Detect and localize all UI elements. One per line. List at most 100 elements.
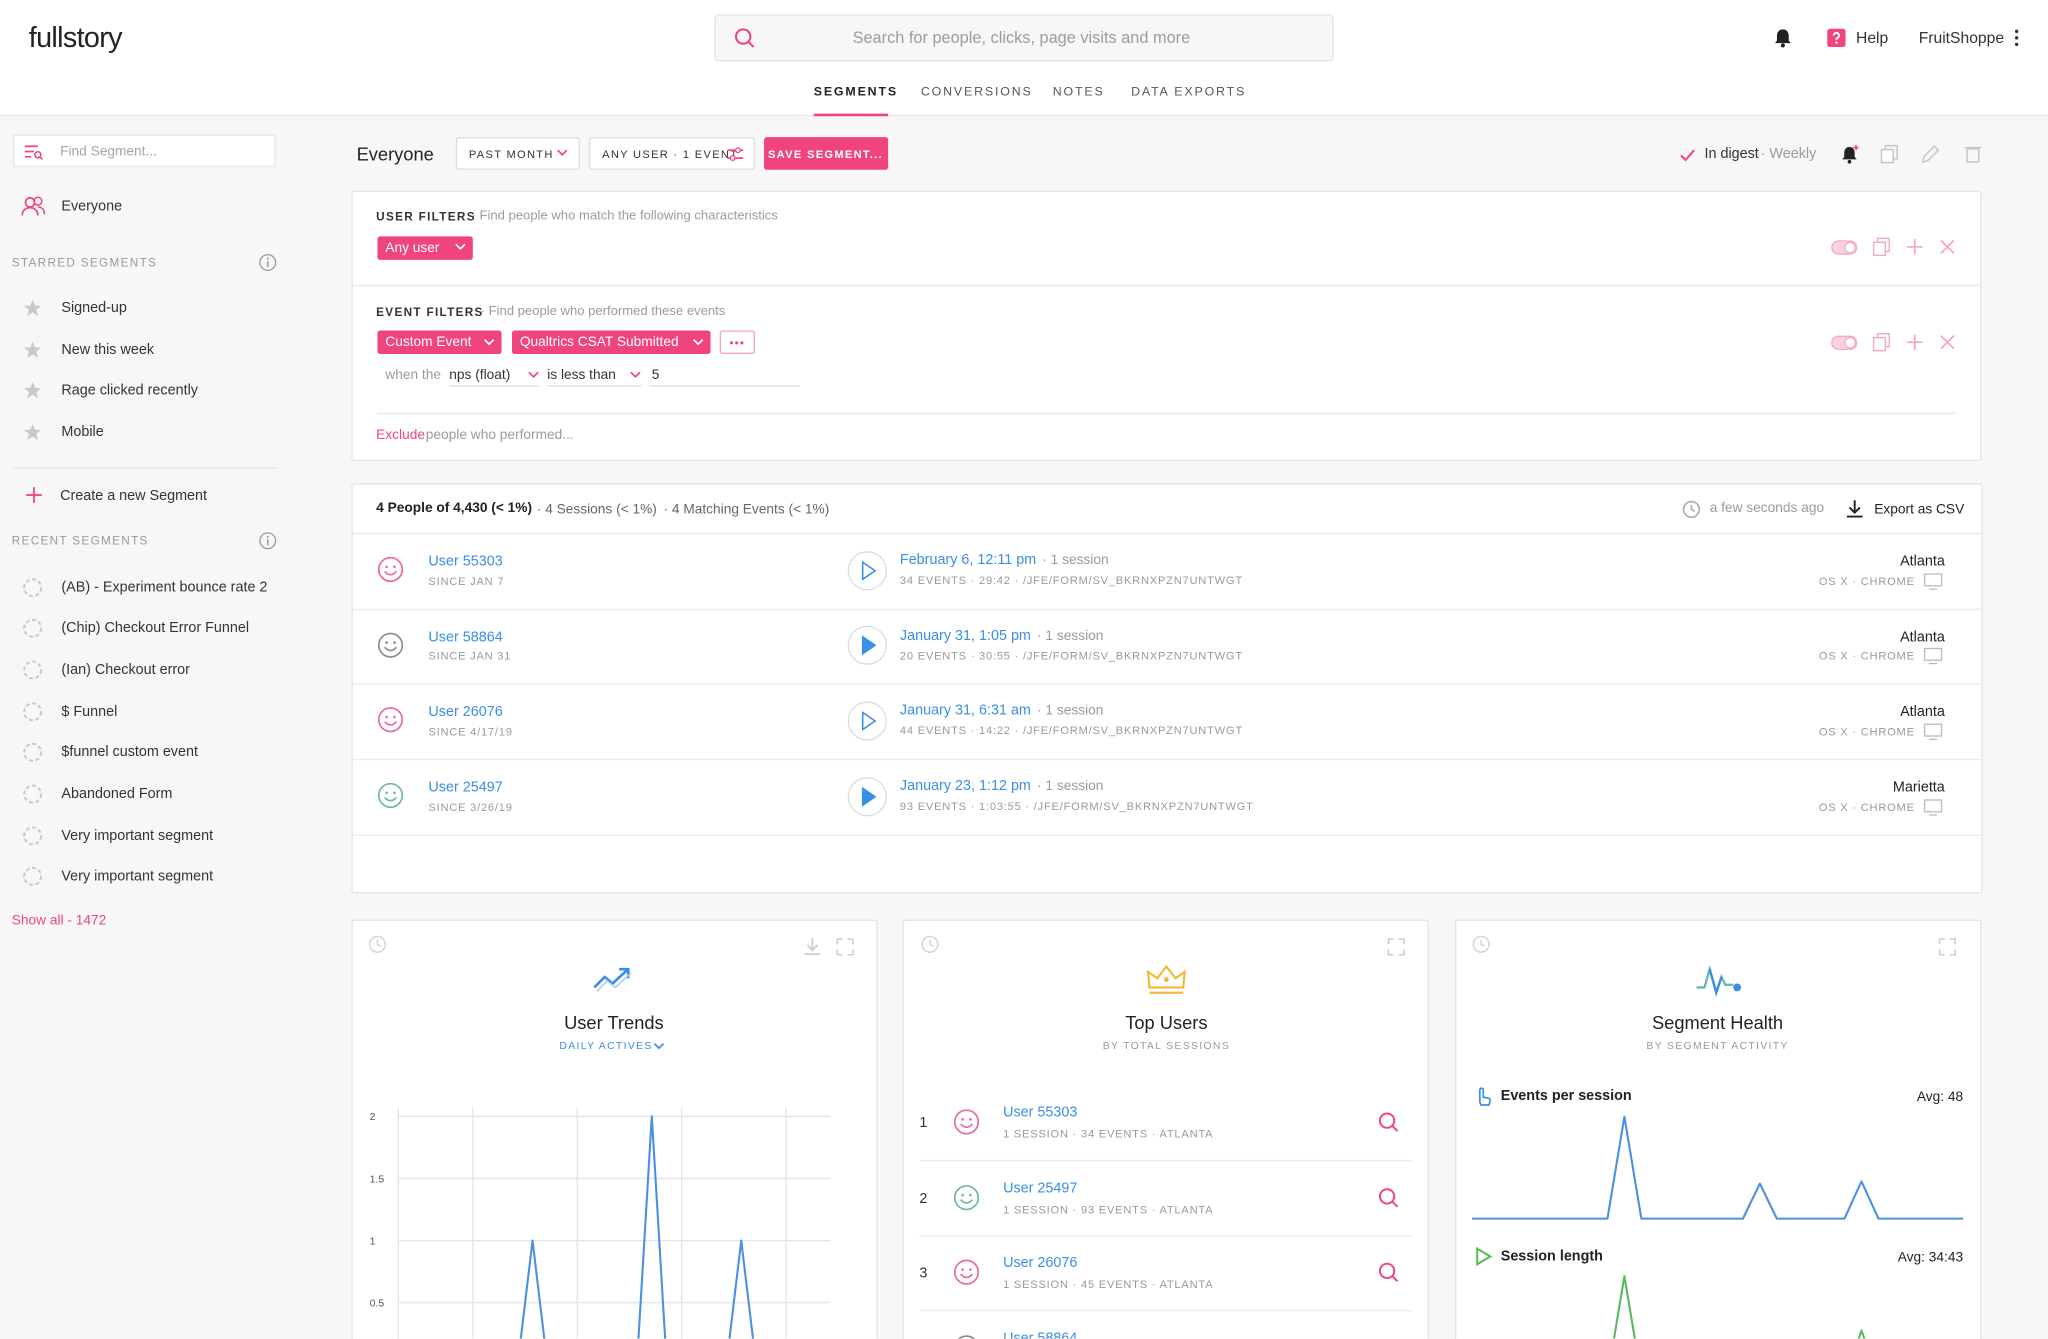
subscribe-icon-part[interactable] (1842, 146, 1857, 160)
widget-clock[interactable] (921, 935, 939, 953)
widget-clock-part[interactable] (1480, 939, 1485, 947)
widget-expand[interactable] (1938, 938, 1957, 956)
condition-value[interactable]: 5 (651, 367, 660, 383)
starred-segment[interactable]: Signed-up (61, 300, 127, 317)
find-segment-input[interactable] (13, 134, 276, 168)
duplicate-icon-part[interactable] (1880, 148, 1894, 164)
search-user[interactable] (1378, 1112, 1399, 1133)
star-icon[interactable] (24, 299, 42, 317)
widget-expand[interactable] (1387, 938, 1405, 956)
widget-expand-part[interactable] (1938, 938, 1945, 945)
starred-segment[interactable]: New this week (61, 341, 155, 358)
play-session-part[interactable] (861, 635, 877, 656)
digest-label[interactable]: In digest (1704, 146, 1759, 162)
notifications-icon[interactable] (1772, 27, 1793, 48)
starred-segment[interactable]: Mobile (61, 424, 104, 441)
widget-clock[interactable] (368, 935, 387, 953)
play-session-part[interactable] (861, 710, 877, 731)
widget-clock[interactable] (1472, 935, 1490, 953)
widget-clock-part[interactable] (921, 935, 939, 953)
play-session-part[interactable] (847, 701, 887, 741)
notifications-icon-part[interactable] (1775, 29, 1791, 44)
recent-segment[interactable]: (Chip) Checkout Error Funnel (61, 620, 250, 637)
star-icon-part[interactable] (24, 382, 42, 399)
remove-filter-part[interactable] (1940, 239, 1955, 255)
create-segment-link[interactable]: Create a new Segment (60, 488, 208, 505)
everyone-icon-part[interactable] (37, 205, 45, 214)
widget-subtitle[interactable]: DAILY ACTIVES (559, 1039, 653, 1052)
account-name[interactable]: FruitShoppe (1918, 28, 2005, 48)
search-user-part[interactable] (1391, 1275, 1399, 1283)
duplicate-filter-part[interactable] (1872, 241, 1886, 257)
enable-toggle[interactable] (1831, 335, 1858, 350)
enable-toggle[interactable] (1831, 239, 1858, 255)
help-icon[interactable] (1826, 27, 1847, 48)
widget-expand-part[interactable] (1398, 949, 1405, 956)
search-user-part[interactable] (1378, 1187, 1396, 1205)
widget-clock-part[interactable] (368, 935, 387, 953)
play-session[interactable] (847, 701, 887, 741)
event-filter-chip-label[interactable]: Qualtrics CSAT Submitted (519, 334, 679, 351)
subscribe-icon[interactable] (1840, 144, 1859, 164)
session-date[interactable]: January 23, 1:12 pm (899, 778, 1031, 795)
subscribe-icon-part[interactable] (1847, 159, 1852, 164)
star-icon[interactable] (24, 423, 42, 441)
export-icon-part[interactable] (1848, 506, 1861, 515)
help-link[interactable]: Help (1855, 28, 1889, 48)
save-segment-button[interactable] (764, 137, 889, 170)
enable-toggle-part[interactable] (1844, 240, 1856, 253)
duplicate-filter[interactable] (1872, 332, 1890, 352)
info-icon-part[interactable] (259, 254, 277, 272)
user-link[interactable]: User 55303 (428, 553, 503, 570)
star-icon-part[interactable] (24, 299, 42, 317)
edit-icon[interactable] (1921, 145, 1940, 163)
play-session[interactable] (847, 625, 887, 666)
recent-segment[interactable]: $funnel custom event (61, 744, 198, 761)
recent-segment[interactable]: Very important segment (61, 827, 214, 844)
widget-expand-part[interactable] (1950, 949, 1957, 956)
remove-filter-part[interactable] (1940, 335, 1955, 350)
operator-value[interactable]: is less than (547, 367, 616, 383)
duplicate-filter[interactable] (1872, 237, 1890, 257)
remove-filter[interactable] (1940, 334, 1956, 350)
widget-expand-part[interactable] (1950, 938, 1957, 945)
nav-tab[interactable]: SEGMENTS (813, 84, 898, 100)
recent-segment[interactable]: $ Funnel (61, 703, 118, 720)
caret[interactable] (652, 1042, 664, 1050)
export-link[interactable]: Export as CSV (1874, 501, 1965, 518)
info-icon[interactable] (259, 532, 277, 550)
widget-expand[interactable] (836, 938, 854, 956)
recent-segment[interactable]: Abandoned Form (61, 786, 173, 802)
property-select[interactable] (449, 364, 540, 387)
user-filter-chip[interactable] (377, 236, 473, 260)
widget-expand-part[interactable] (836, 949, 843, 956)
play-session-part[interactable] (861, 786, 877, 807)
info-icon[interactable] (259, 253, 277, 272)
star-icon[interactable] (24, 340, 42, 358)
caret-part[interactable] (653, 1042, 664, 1050)
everyone-icon-part[interactable] (32, 195, 42, 206)
everyone-icon-part[interactable] (23, 196, 35, 208)
session-date[interactable]: January 31, 6:31 am (899, 703, 1031, 719)
add-filter[interactable] (1906, 239, 1923, 255)
everyone-icon[interactable] (20, 194, 45, 216)
widget-expand-part[interactable] (1387, 938, 1394, 945)
export-icon[interactable] (1846, 500, 1863, 518)
search-user[interactable] (1378, 1262, 1399, 1283)
search-user-part[interactable] (1378, 1112, 1396, 1129)
search-user[interactable] (1378, 1187, 1399, 1208)
user-link[interactable]: User 58864 (428, 629, 503, 645)
account-menu[interactable] (2011, 29, 2021, 47)
search-box[interactable] (714, 14, 1334, 62)
widget-expand-part[interactable] (1387, 949, 1394, 956)
duplicate-icon[interactable] (1880, 144, 1898, 164)
play-session[interactable] (847, 550, 887, 590)
event-filter-chip[interactable] (511, 330, 711, 354)
play-session-part[interactable] (847, 550, 887, 590)
info-icon-part[interactable] (266, 257, 269, 260)
widget-clock-part[interactable] (929, 939, 934, 947)
info-icon-part[interactable] (266, 535, 269, 538)
nav-tab[interactable]: NOTES (1052, 84, 1105, 100)
widget-expand-part[interactable] (1938, 949, 1945, 956)
save-segment-label[interactable]: SAVE SEGMENT... (767, 147, 883, 161)
